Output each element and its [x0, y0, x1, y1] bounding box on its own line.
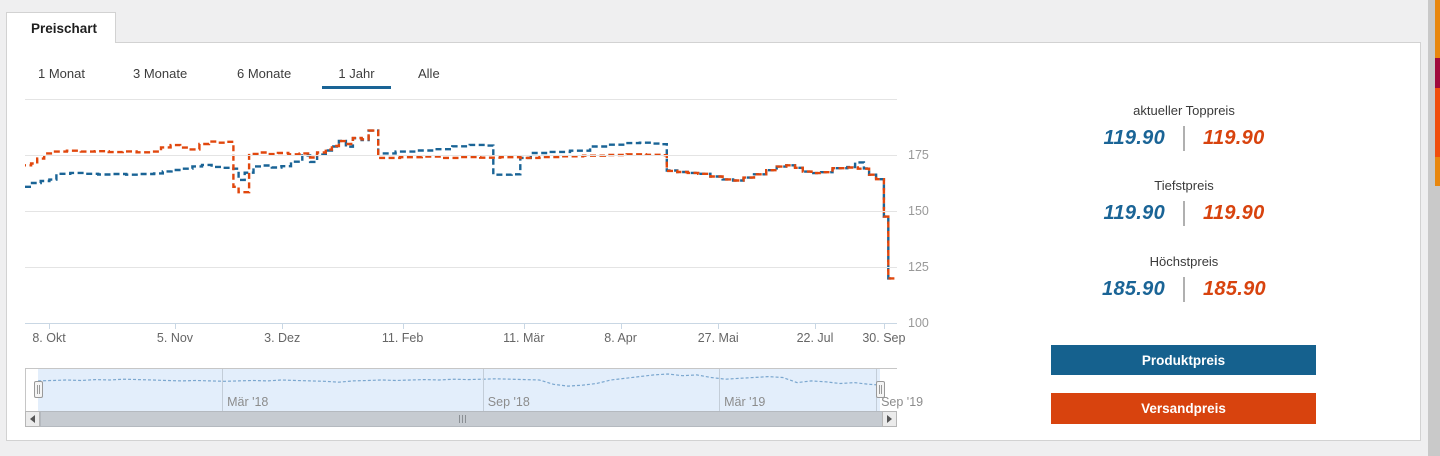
- tab-label: Preischart: [31, 20, 98, 36]
- navigator-left-border: [25, 368, 26, 411]
- chart-scrollbar[interactable]: [25, 411, 897, 427]
- navigator-date-separator: [482, 369, 484, 411]
- tab-preischart[interactable]: Preischart: [6, 12, 116, 43]
- x-axis-label: 5. Nov: [156, 331, 194, 345]
- range-option-alle[interactable]: Alle: [418, 66, 440, 81]
- x-axis-label: 30. Sep: [862, 331, 906, 345]
- stat-label: Höchstpreis: [1149, 254, 1219, 269]
- product-price-value: 119.90: [1103, 202, 1165, 224]
- edge-clipped-element-0: [1435, 0, 1440, 58]
- x-axis-label: 27. Mai: [697, 331, 739, 345]
- navigator-date-label: Sep '19: [881, 395, 924, 409]
- value-divider: [1183, 277, 1185, 302]
- x-axis-tick: [402, 323, 404, 329]
- stat-current-top-price: aktueller Toppreis 119.90 119.90: [1050, 103, 1318, 151]
- navigator-date-label: Mär '18: [227, 395, 269, 409]
- series-produktpreis: [25, 129, 895, 280]
- x-axis-tick: [718, 323, 720, 329]
- x-axis-tick: [282, 323, 284, 329]
- navigator-top-border: [25, 368, 897, 369]
- x-axis-label: 8. Okt: [32, 331, 66, 345]
- x-axis-tick: [175, 323, 176, 329]
- product-price-value: 119.90: [1103, 127, 1165, 149]
- value-divider: [1183, 201, 1185, 226]
- stat-lowest-price: Tiefstpreis 119.90 119.90: [1050, 178, 1318, 226]
- y-axis-label: 175: [908, 148, 929, 162]
- navigator-left-handle-icon[interactable]: [33, 381, 43, 398]
- x-axis-label: 22. Jul: [796, 331, 834, 345]
- value-divider: [1183, 126, 1185, 151]
- x-axis-label: 3. Dez: [264, 331, 301, 345]
- shipping-price-button[interactable]: Versandpreis: [1051, 393, 1316, 424]
- navigator-right-handle-icon[interactable]: [875, 381, 885, 398]
- range-option-1-monat[interactable]: 1 Monat: [38, 66, 85, 81]
- stat-label: aktueller Toppreis: [1133, 103, 1235, 118]
- navigator-date-label: Sep '18: [487, 395, 530, 409]
- chart-navigator[interactable]: Mär '18 Sep '18 Mär '19 Sep '19: [25, 368, 923, 411]
- range-option-1-jahr[interactable]: 1 Jahr: [322, 66, 391, 89]
- x-axis-label: 11. Mär: [503, 331, 545, 345]
- edge-clipped-element-2: [1435, 88, 1440, 157]
- navigator-date-separator: [719, 369, 721, 411]
- x-axis-line: [25, 323, 897, 324]
- x-axis-tick: [49, 323, 50, 329]
- product-price-button[interactable]: Produktpreis: [1051, 345, 1316, 375]
- navigator-line: [38, 373, 884, 387]
- shipping-price-value: 119.90: [1203, 202, 1265, 224]
- gridline: [25, 267, 897, 268]
- gridline: [25, 155, 897, 156]
- x-axis-label: 8. Apr: [604, 331, 637, 345]
- x-axis-tick: [523, 323, 525, 329]
- stat-highest-price: Höchstpreis 185.90 185.90: [1050, 254, 1318, 302]
- price-chart-plot: [25, 99, 897, 323]
- scrollbar-left-arrow-icon[interactable]: [25, 411, 40, 427]
- stat-label: Tiefstpreis: [1154, 178, 1214, 193]
- y-axis-label: 125: [908, 260, 929, 274]
- button-label: Produktpreis: [1141, 352, 1226, 368]
- gridline: [25, 211, 897, 212]
- right-edge-scrollbar-rail[interactable]: [1428, 0, 1440, 456]
- y-axis-label: 100: [908, 316, 929, 330]
- edge-clipped-element-3: [1435, 157, 1440, 186]
- x-axis-tick: [620, 323, 622, 329]
- navigator-selected-range[interactable]: [38, 369, 881, 411]
- shipping-price-value: 119.90: [1203, 127, 1265, 149]
- button-label: Versandpreis: [1141, 401, 1226, 416]
- price-series-svg: [25, 129, 895, 280]
- navigator-mini-chart: [38, 373, 884, 387]
- x-axis-tick: [883, 323, 885, 329]
- product-price-value: 185.90: [1102, 278, 1165, 300]
- scrollbar-right-arrow-icon[interactable]: [882, 411, 897, 427]
- shipping-price-value: 185.90: [1203, 278, 1266, 300]
- navigator-date-separator: [222, 369, 224, 411]
- range-option-3-monate[interactable]: 3 Monate: [133, 66, 188, 81]
- edge-clipped-element-1: [1435, 58, 1440, 88]
- series-versandpreis: [25, 129, 895, 280]
- range-option-6-monate[interactable]: 6 Monate: [237, 66, 292, 81]
- y-axis-label: 150: [908, 204, 929, 218]
- gridline: [25, 99, 897, 100]
- x-axis-label: 11. Feb: [381, 331, 424, 345]
- x-axis-tick: [815, 323, 816, 329]
- scrollbar-thumb[interactable]: [40, 411, 884, 427]
- navigator-date-label: Mär '19: [724, 395, 766, 409]
